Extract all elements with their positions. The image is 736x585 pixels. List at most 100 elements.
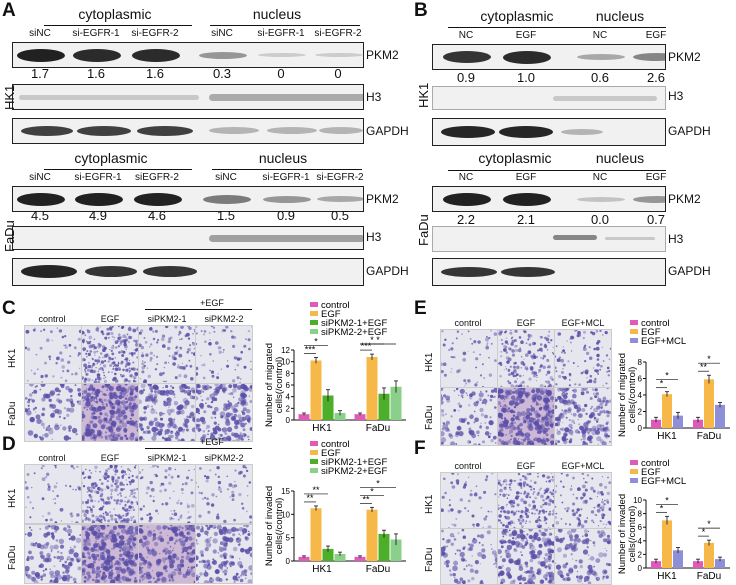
transwell-image <box>440 387 498 446</box>
legend-swatch <box>310 302 318 307</box>
column-label-egf: EGF <box>100 453 120 463</box>
transwell-image <box>440 472 498 529</box>
density-value: 0.9 <box>456 70 476 85</box>
lane-label: NC <box>592 30 608 41</box>
egf-group-underline <box>145 309 252 310</box>
column-label-sipkm2-1: siPKM2-1 <box>147 453 187 463</box>
blot-gapdh <box>432 118 666 146</box>
bar <box>354 414 366 420</box>
bar <box>693 419 703 428</box>
lane-label: siEGFR-2 <box>135 172 179 183</box>
transwell-image <box>81 325 139 384</box>
y-tick-label: 0 <box>286 416 291 425</box>
blot-gapdh <box>12 258 364 286</box>
blot-h3 <box>432 226 666 252</box>
legend-label: EGF+MCL <box>641 336 686 347</box>
bar <box>704 542 714 568</box>
bar <box>662 394 672 428</box>
protein-label-pkm2: PKM2 <box>366 192 399 206</box>
egf-group-header: +EGF <box>200 437 224 447</box>
blot-pkm2 <box>432 186 666 212</box>
density-value: 0.9 <box>276 208 296 223</box>
band-pkm2 <box>317 196 363 202</box>
transwell-image <box>81 464 139 524</box>
bar <box>662 520 672 568</box>
density-value: 0.7 <box>646 212 666 227</box>
header-underline <box>448 170 578 171</box>
x-tick-label: HK1 <box>657 571 677 582</box>
cytoplasmic-header: cytoplasmic <box>478 150 552 166</box>
row-label-hk1: HK1 <box>424 352 435 372</box>
bar <box>322 548 334 561</box>
legend-swatch <box>310 459 318 464</box>
transwell-image <box>138 325 196 384</box>
legend-swatch <box>310 468 318 473</box>
transwell-image <box>554 387 612 446</box>
x-tick-label: FaDu <box>697 571 721 582</box>
legend-swatch <box>310 441 318 446</box>
column-label-egf: EGF <box>100 314 120 324</box>
band-pkm2 <box>577 54 625 60</box>
blot-h3 <box>12 84 364 110</box>
protein-label-h3: H3 <box>668 232 684 246</box>
density-value: 0.3 <box>212 66 232 81</box>
bar <box>715 404 725 428</box>
y-axis-label: Number of migratedcells(/control) <box>264 343 285 427</box>
density-value: 0 <box>334 66 342 81</box>
row-label-hk1: HK1 <box>424 494 435 514</box>
cell-line-label-hk1: HK1 <box>2 84 17 110</box>
protein-label-gapdh: GAPDH <box>668 264 711 278</box>
legend-label: EGF <box>641 327 661 338</box>
column-label-egf: EGF <box>516 318 536 328</box>
y-tick-label: 4 <box>638 537 643 546</box>
bar <box>715 559 725 568</box>
band-pkm2 <box>199 51 247 59</box>
lane-label: si-EGFR-2 <box>316 172 364 183</box>
protein-label-gapdh: GAPDH <box>366 264 409 278</box>
legend-swatch <box>310 329 318 334</box>
lane-label: si-EGFR-1 <box>257 28 305 39</box>
band-pkm2 <box>75 192 123 206</box>
legend-label: control <box>321 300 350 311</box>
protein-label-pkm2: PKM2 <box>668 192 701 206</box>
y-tick-label: 4 <box>286 393 291 402</box>
legend-swatch <box>310 311 318 316</box>
header-underline <box>44 169 192 170</box>
lane-label: EGF <box>645 172 667 183</box>
legend-label: control <box>641 318 670 329</box>
row-label-fadu: FaDu <box>424 405 435 430</box>
transwell-image <box>138 524 196 584</box>
bar <box>378 393 390 420</box>
bar <box>334 413 346 420</box>
band-pkm2 <box>203 194 251 204</box>
transwell-image <box>138 464 196 524</box>
lane-label: siNC <box>29 172 51 183</box>
column-label-control: control <box>38 453 66 463</box>
bar <box>322 395 334 420</box>
header-underline <box>578 170 666 171</box>
protein-label-gapdh: GAPDH <box>366 124 409 138</box>
y-tick-label: 10 <box>633 496 642 505</box>
column-label-control: control <box>454 318 482 328</box>
transwell-image <box>440 528 498 585</box>
cytoplasmic-header: cytoplasmic <box>78 6 152 22</box>
column-label-egf-mcl: EGF+MCL <box>561 318 605 328</box>
band-pkm2 <box>633 53 665 61</box>
egf-group-header: +EGF <box>200 298 224 308</box>
density-value: 2.6 <box>646 70 666 85</box>
band-pkm2 <box>258 53 306 57</box>
panel-label-c: C <box>2 298 16 319</box>
row-label-hk1: HK1 <box>7 348 18 368</box>
significance-mark: ** <box>306 493 314 503</box>
panel-label-e: E <box>414 298 427 319</box>
lane-label: NC <box>458 172 474 183</box>
lane-label: siNC <box>29 28 51 39</box>
significance-mark: ** <box>312 485 320 495</box>
density-value: 4.5 <box>30 208 50 223</box>
lane-label: si-EGFR-1 <box>74 172 122 183</box>
significance-mark: * <box>314 337 318 347</box>
band-pkm2 <box>132 48 180 62</box>
header-underline <box>578 27 666 28</box>
